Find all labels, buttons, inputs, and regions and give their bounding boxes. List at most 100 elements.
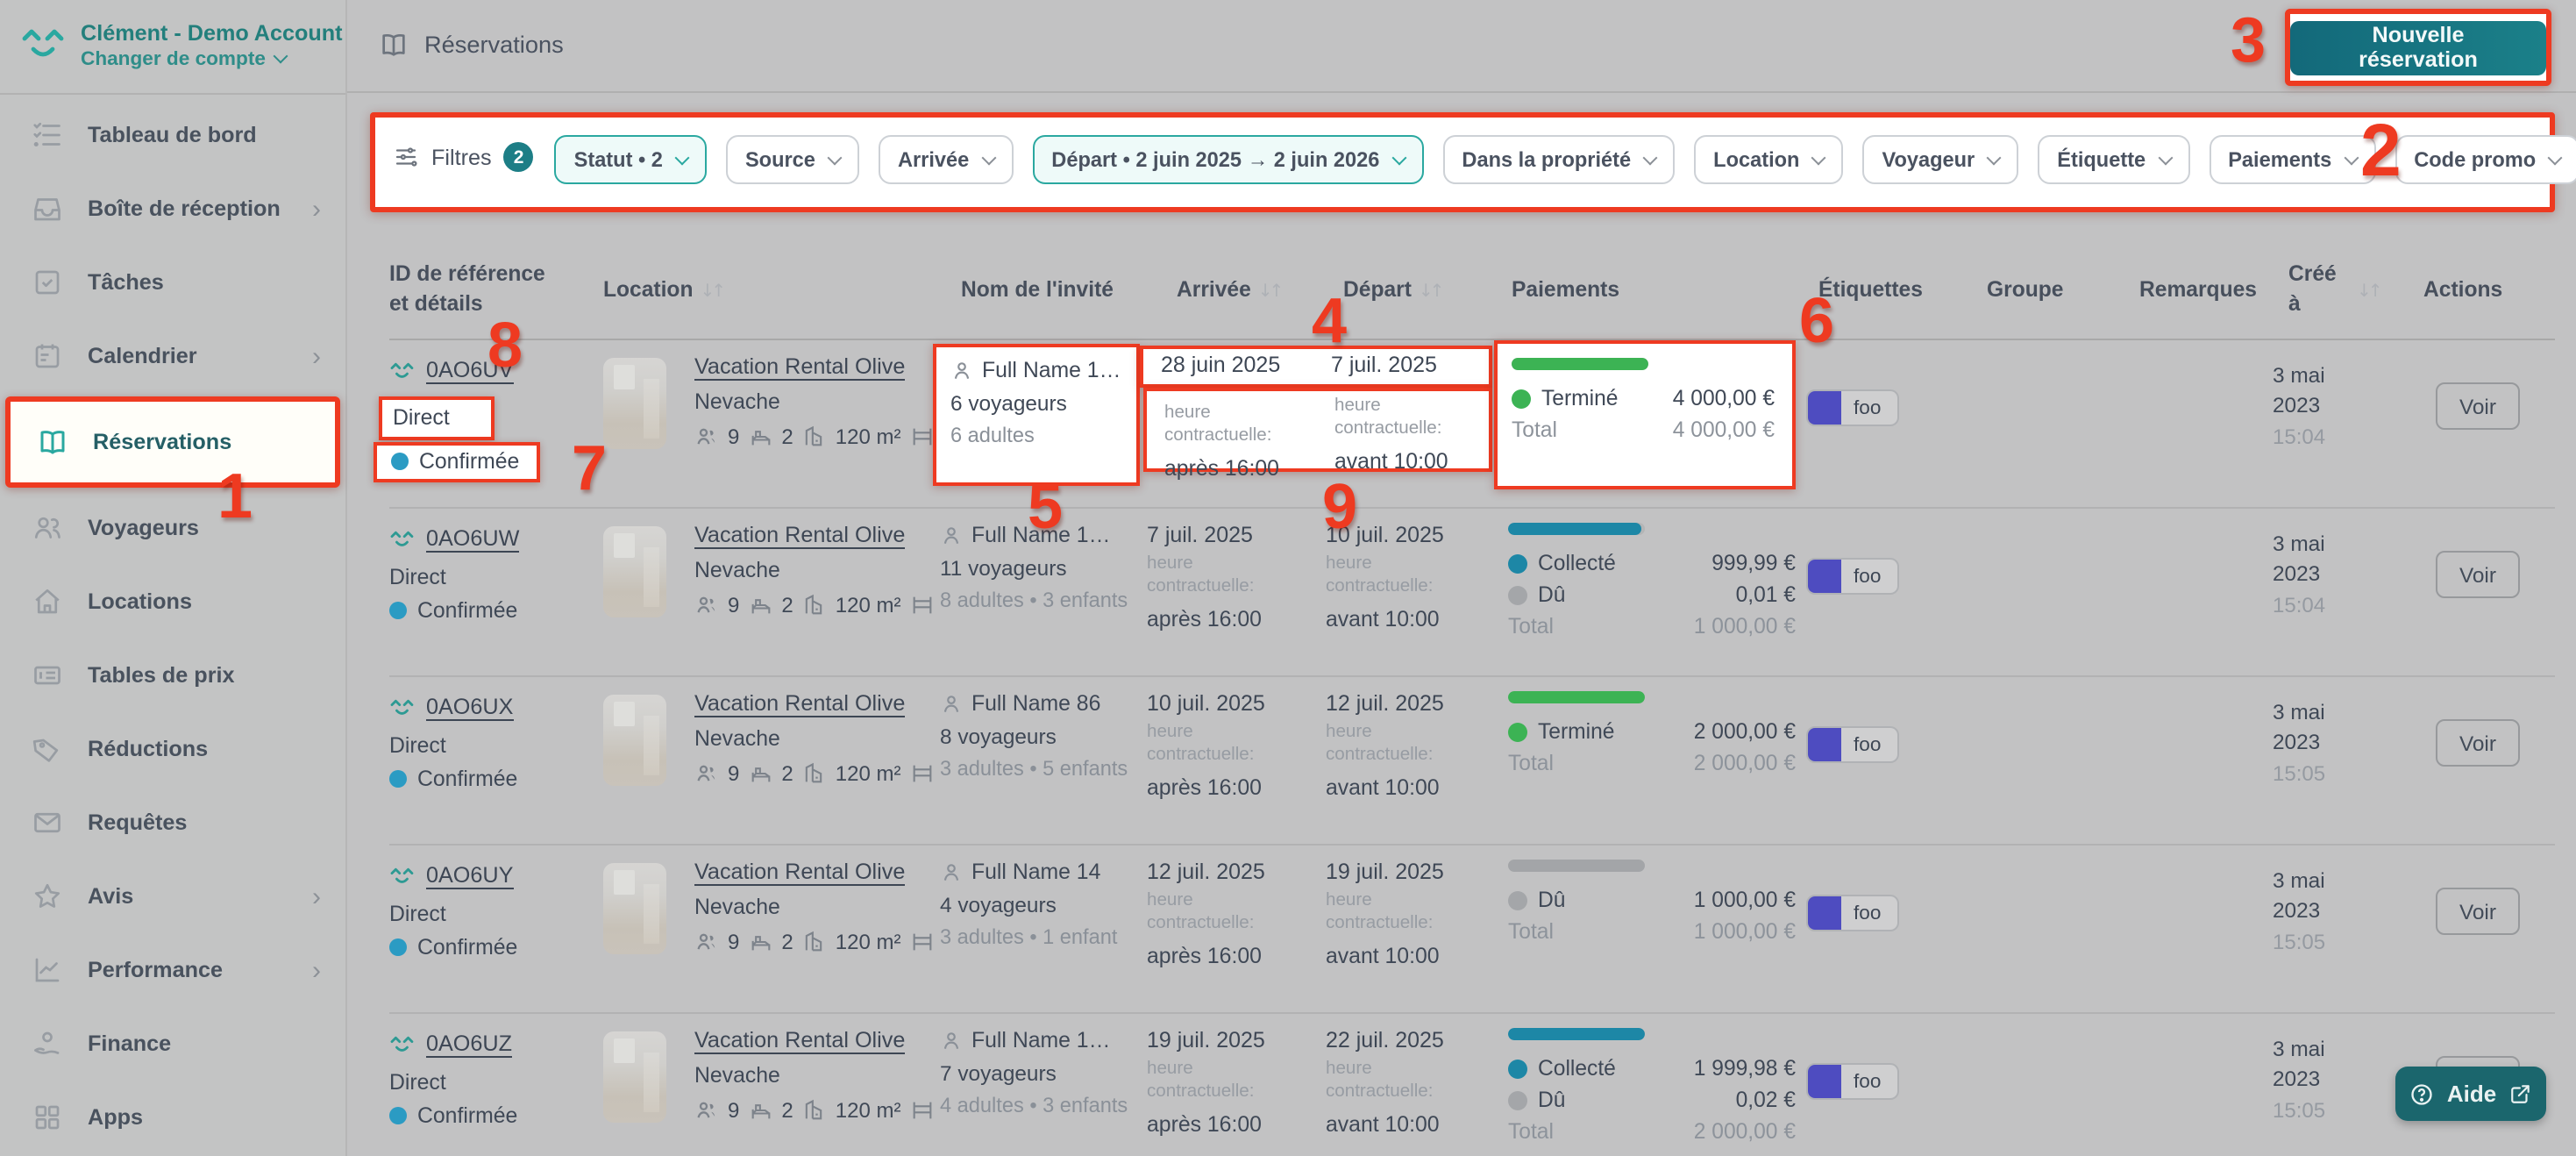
calendar-icon [32, 340, 63, 372]
property-link[interactable]: Vacation Rental Olive [694, 691, 906, 717]
property-thumbnail[interactable] [603, 526, 666, 617]
tag-color-block [1808, 560, 1841, 593]
property-thumbnail[interactable] [603, 863, 666, 954]
column-header-departure[interactable]: Départ ↓↑ [1343, 277, 1444, 302]
tag-color-block [1808, 1065, 1841, 1098]
sidebar-item-avis[interactable]: Avis › [0, 860, 345, 933]
view-button[interactable]: Voir [2436, 888, 2520, 935]
property-thumbnail[interactable] [603, 695, 666, 786]
location-cell: Vacation Rental Olive Nevache 9 2 120 m² [603, 519, 936, 617]
book-icon [382, 34, 405, 56]
reservation-id-link[interactable]: 0AO6UZ [426, 1031, 512, 1058]
smoobu-row-icon [390, 361, 414, 377]
guest-icon [943, 695, 959, 711]
property-thumbnail[interactable] [603, 358, 666, 449]
status-label: Confirmée [419, 449, 520, 474]
guest-name[interactable]: Full Name 86 [971, 691, 1101, 716]
reservation-id-link[interactable]: 0AO6UV [426, 358, 514, 384]
help-button[interactable]: Aide [2395, 1067, 2546, 1121]
table-row: 0AO6UY Direct Confirmée Vacation Rental … [389, 846, 2555, 1014]
annotation-number-5: 5 [1028, 470, 1064, 542]
filter-chip-voyageur[interactable]: Voyageur [1862, 135, 2019, 184]
price-table-icon [32, 660, 63, 691]
status-label: Confirmée [417, 598, 518, 623]
smoobu-row-icon [390, 530, 414, 546]
arrival-cell: 10 juil. 2025 heure contractuelle: après… [1147, 691, 1265, 800]
tag-foo[interactable]: foo [1806, 1063, 1899, 1100]
filter-chip-arrivee[interactable]: Arrivée [878, 135, 1014, 184]
filter-chip-statut[interactable]: Statut • 2 [554, 135, 707, 184]
tags-cell: foo [1806, 895, 1899, 940]
filter-chip-etiquette[interactable]: Étiquette [2038, 135, 2190, 184]
tag-foo[interactable]: foo [1806, 726, 1899, 763]
sidebar-item-calendrier[interactable]: Calendrier › [0, 319, 345, 393]
chevron-down-icon [1811, 149, 1826, 165]
reservation-id-link[interactable]: 0AO6UY [426, 863, 514, 889]
guest-name[interactable]: Full Name 1… [971, 1028, 1111, 1053]
view-button[interactable]: Voir [2436, 551, 2520, 598]
actions-cell: Voir [2436, 719, 2520, 767]
sidebar-item-tables-de-prix[interactable]: Tables de prix [0, 639, 345, 712]
reservation-id-link[interactable]: 0AO6UW [426, 526, 520, 553]
filter-icon [395, 147, 417, 167]
departure-cell: 12 juil. 2025 heure contractuelle: avant… [1326, 691, 1444, 800]
filter-chip-code-promo[interactable]: Code promo [2395, 135, 2576, 184]
reservation-id-link[interactable]: 0AO6UX [426, 695, 514, 721]
tag-foo[interactable]: foo [1806, 558, 1899, 595]
column-header-location[interactable]: Location ↓↑ [603, 277, 726, 302]
channel-label: Direct [393, 405, 450, 430]
guest-cell: Full Name 14 4 voyageurs 3 adultes • 1 e… [940, 860, 1118, 949]
sidebar-item-taches[interactable]: Tâches [0, 246, 345, 319]
new-reservation-button[interactable]: Nouvelle réservation [2290, 20, 2546, 75]
table-row: 0AO6UZ Direct Confirmée Vacation Rental … [389, 1014, 2555, 1156]
property-link[interactable]: Vacation Rental Olive [694, 860, 906, 886]
payment-progress-bar [1508, 860, 1645, 872]
view-button[interactable]: Voir [2436, 382, 2520, 430]
filter-chip-paiements[interactable]: Paiements [2209, 135, 2376, 184]
tag-foo[interactable]: foo [1806, 895, 1899, 931]
sort-icon-created[interactable]: ↓↑ [2357, 282, 2382, 302]
bunk-icon [913, 933, 931, 951]
view-button[interactable]: Voir [2436, 719, 2520, 767]
location-cell: Vacation Rental Olive Nevache 9 2 120 m² [603, 1024, 936, 1123]
sidebar-item-reductions[interactable]: Réductions [0, 712, 345, 786]
reference-cell: 0AO6UX Direct Confirmée [389, 695, 518, 791]
bedrooms-icon [751, 767, 770, 782]
smoobu-row-icon [390, 698, 414, 714]
column-header-created[interactable]: Créé à [2288, 261, 2337, 316]
property-thumbnail[interactable] [603, 1031, 666, 1123]
guest-name[interactable]: Full Name 1… [971, 523, 1111, 547]
tag-foo[interactable]: foo [1806, 389, 1899, 426]
page-title: Réservations [379, 30, 564, 60]
guest-name[interactable]: Full Name 1… [982, 358, 1121, 382]
account-switch[interactable]: Changer de compte [81, 48, 289, 70]
sidebar-item-tableau-de-bord[interactable]: Tableau de bord [0, 98, 345, 172]
sidebar-item-reservations[interactable]: Réservations [5, 396, 340, 488]
guest-name[interactable]: Full Name 14 [971, 860, 1101, 884]
sidebar-item-performance[interactable]: Performance › [0, 933, 345, 1007]
property-link[interactable]: Vacation Rental Olive [694, 1028, 906, 1054]
sidebar-item-locations[interactable]: Locations [0, 565, 345, 639]
sidebar-item-apps[interactable]: Apps [0, 1081, 345, 1154]
tags-cell: foo [1806, 389, 1899, 435]
dashboard-icon [32, 119, 63, 151]
smoobu-row-icon [390, 1035, 414, 1051]
filter-chip-source[interactable]: Source [725, 135, 859, 184]
bunk-icon [913, 1102, 931, 1119]
filter-chip-depart[interactable]: Départ • 2 juin 2025 → 2 juin 2026 [1032, 135, 1424, 184]
bunk-icon [913, 765, 931, 782]
sidebar-item-voyageurs[interactable]: Voyageurs [0, 491, 345, 565]
property-link[interactable]: Vacation Rental Olive [694, 523, 906, 549]
property-link[interactable]: Vacation Rental Olive [694, 354, 906, 381]
total-amount: 4 000,00 € [1672, 417, 1775, 442]
filter-chip-dans-la-propriete[interactable]: Dans la propriété [1442, 135, 1676, 184]
column-header-arrival[interactable]: Arrivée ↓↑ [1177, 277, 1284, 302]
sidebar-item-requetes[interactable]: Requêtes [0, 786, 345, 860]
chart-icon [32, 954, 63, 986]
sidebar-item-finance[interactable]: Finance [0, 1007, 345, 1081]
sort-icon: ↓↑ [1257, 282, 1284, 302]
question-icon [2412, 1083, 2433, 1104]
annotation-number-7: 7 [572, 432, 608, 503]
filter-chip-location[interactable]: Location [1694, 135, 1844, 184]
sidebar-item-boite-de-reception[interactable]: Boîte de réception › [0, 172, 345, 246]
